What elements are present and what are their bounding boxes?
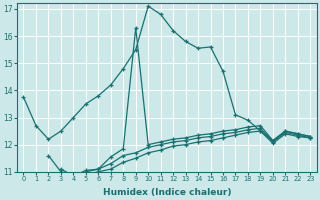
X-axis label: Humidex (Indice chaleur): Humidex (Indice chaleur) xyxy=(103,188,231,197)
